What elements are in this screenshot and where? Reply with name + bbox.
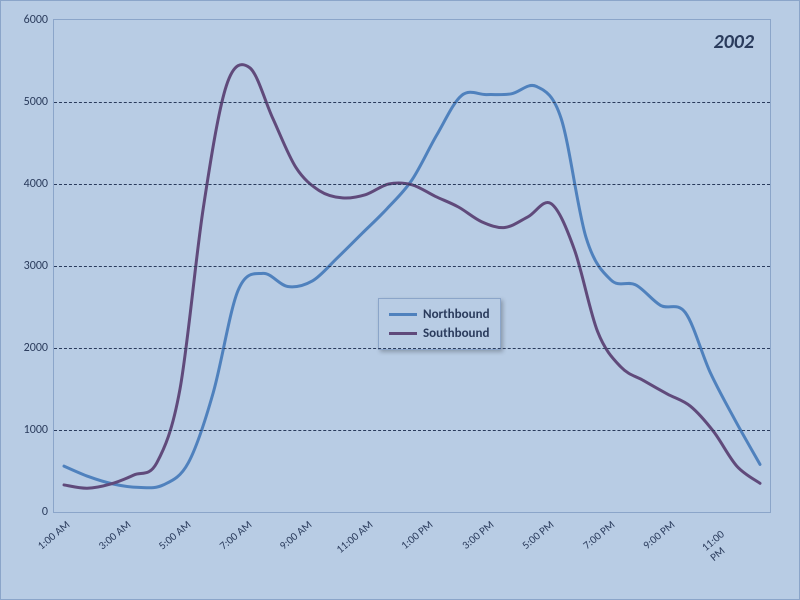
x-tick-label: 7:00 AM xyxy=(217,518,254,552)
legend-swatch xyxy=(389,332,417,335)
legend: Northbound Southbound xyxy=(378,298,501,350)
x-tick-label: 1:00 AM xyxy=(35,518,72,552)
gridline xyxy=(54,348,770,349)
y-tick-label: 6000 xyxy=(24,13,48,27)
legend-label: Southbound xyxy=(423,326,490,341)
x-tick-label: 9:00 PM xyxy=(641,518,678,552)
traffic-chart: 2002 Northbound Southbound 0 1000 2000 3000 4… xyxy=(0,0,800,600)
legend-label: Northbound xyxy=(423,307,490,322)
legend-item: Northbound xyxy=(389,305,490,324)
y-tick-label: 0 xyxy=(42,505,48,519)
plot-area: 2002 NorthboundSouthbound 01000200030004… xyxy=(53,19,771,513)
y-tick-label: 5000 xyxy=(24,95,48,109)
y-tick-label: 4000 xyxy=(24,177,48,191)
x-tick-label: 11:00 PM xyxy=(699,518,747,564)
y-tick-label: 2000 xyxy=(24,341,48,355)
legend-swatch xyxy=(389,313,417,316)
x-tick-label: 1:00 PM xyxy=(399,518,436,552)
gridline xyxy=(54,184,770,185)
x-tick-label: 3:00 PM xyxy=(459,518,496,552)
x-tick-label: 3:00 AM xyxy=(95,518,132,552)
gridline xyxy=(54,430,770,431)
x-tick-label: 11:00 AM xyxy=(333,518,375,556)
gridline xyxy=(54,102,770,103)
series-southbound xyxy=(64,65,760,489)
gridline xyxy=(54,266,770,267)
x-tick-label: 5:00 AM xyxy=(156,518,193,552)
x-tick-label: 9:00 AM xyxy=(277,518,314,552)
legend-item: Southbound xyxy=(389,324,490,343)
series-northbound xyxy=(64,85,760,487)
y-tick-label: 3000 xyxy=(24,259,48,273)
x-tick-label: 7:00 PM xyxy=(580,518,617,552)
x-tick-label: 5:00 PM xyxy=(520,518,557,552)
year-label: 2002 xyxy=(713,30,754,54)
y-tick-label: 1000 xyxy=(24,423,48,437)
